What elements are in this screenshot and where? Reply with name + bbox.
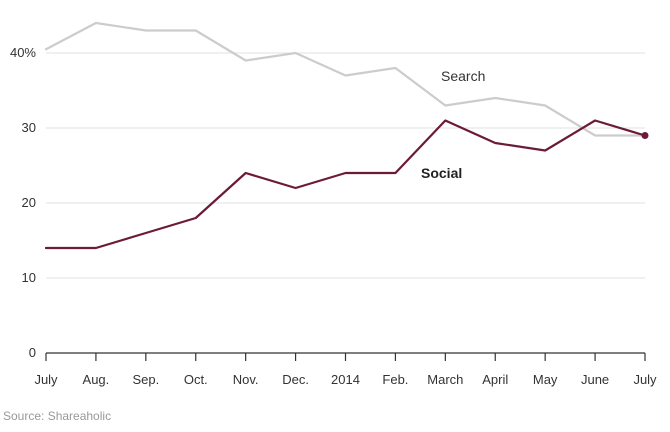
series-label-search: Search bbox=[441, 68, 485, 84]
source-note: Source: Shareaholic bbox=[3, 409, 112, 423]
x-tick-label: Aug. bbox=[83, 372, 110, 387]
x-tick-label: Sep. bbox=[132, 372, 159, 387]
gridlines bbox=[46, 52, 645, 279]
series-line-search bbox=[44, 21, 647, 137]
series-line-social bbox=[44, 119, 647, 250]
y-axis-ticks: 0 10 20 30 40% bbox=[10, 45, 36, 360]
x-tick-label: April bbox=[482, 372, 508, 387]
x-tick-label: 2014 bbox=[331, 372, 360, 387]
end-point-marker bbox=[641, 132, 649, 139]
x-tick-label: Nov. bbox=[233, 372, 259, 387]
y-tick-label: 40% bbox=[10, 45, 36, 60]
x-tick-label: July bbox=[633, 372, 657, 387]
x-tick-label: June bbox=[581, 372, 609, 387]
series-label-social: Social bbox=[421, 165, 462, 181]
y-tick-label: 10 bbox=[22, 270, 36, 285]
x-tick-label: Feb. bbox=[382, 372, 408, 387]
x-tick-label: May bbox=[533, 372, 558, 387]
x-tick-label: Dec. bbox=[282, 372, 309, 387]
series-lines bbox=[44, 21, 649, 250]
x-tick-label: March bbox=[427, 372, 463, 387]
x-tick-label: Oct. bbox=[184, 372, 208, 387]
x-axis: July Aug. Sep. Oct. Nov. Dec. 2014 Feb. March Apr… bbox=[34, 352, 657, 387]
y-tick-label: 30 bbox=[22, 120, 36, 135]
x-tick-label: July bbox=[34, 372, 58, 387]
y-tick-label: 0 bbox=[29, 345, 36, 360]
series-labels: Search Social bbox=[421, 68, 485, 181]
y-tick-label: 20 bbox=[22, 195, 36, 210]
